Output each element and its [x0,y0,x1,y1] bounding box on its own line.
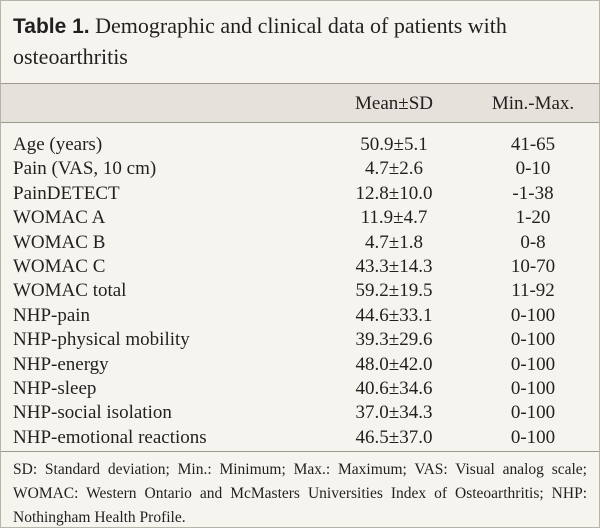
row-label: NHP-social isolation [13,402,172,424]
table-row: NHP-emotional reactions 46.5±37.0 0-100 [1,426,599,450]
row-label: WOMAC A [13,207,106,229]
mean-sd: 39.3±29.6 [355,329,433,351]
table-row: NHP-physical mobility 39.3±29.6 0-100 [1,328,599,352]
mean-sd: 59.2±19.5 [355,280,433,302]
row-label: NHP-pain [13,304,91,326]
table-row: WOMAC B 4.7±1.8 0-8 [1,231,599,255]
mean-sd: 12.8±10.0 [355,182,433,204]
mean-sd: 46.5±37.0 [355,426,433,448]
row-label: NHP-physical mobility [13,329,190,351]
footnote: SD: Standard deviation; Min.: Minimum; M… [13,461,587,526]
row-label: NHP-emotional reactions [13,426,207,448]
min-max: 0-8 [520,231,546,253]
min-max: 10-70 [510,255,556,277]
min-max: -1-38 [512,182,554,204]
table-row: NHP-pain 44.6±33.1 0-100 [1,304,599,328]
mean-sd: 40.6±34.6 [355,377,433,399]
table-row: Pain (VAS, 10 cm) 4.7±2.6 0-10 [1,157,599,181]
row-label: PainDETECT [13,182,120,204]
min-max: 0-100 [510,426,556,448]
row-label: WOMAC B [13,231,106,253]
table-body: Age (years) 50.9±5.1 41-65 Pain (VAS, 10 cm… [1,133,599,450]
min-max: 0-10 [515,158,551,180]
table-row: WOMAC total 59.2±19.5 11-92 [1,279,599,303]
table-row: NHP-sleep 40.6±34.6 0-100 [1,377,599,401]
row-label: NHP-sleep [13,377,97,399]
row-label: NHP-energy [13,353,109,375]
table-row: NHP-social isolation 37.0±34.3 0-100 [1,401,599,425]
min-max: 0-100 [510,304,556,326]
table-row: WOMAC A 11.9±4.7 1-20 [1,206,599,230]
column-header: Mean±SD [355,93,433,114]
table-row: NHP-energy 48.0±42.0 0-100 [1,353,599,377]
row-label: WOMAC C [13,255,106,277]
min-max: 0-100 [510,353,556,375]
table-number: Table 1. [13,15,90,38]
min-max: 0-100 [510,377,556,399]
table-row: Age (years) 50.9±5.1 41-65 [1,133,599,157]
row-label: Age (years) [13,134,103,155]
min-max: 41-65 [510,134,556,155]
column-header: Min.-Max. [491,93,575,114]
header-row: Mean±SD Min.-Max. [1,83,599,123]
min-max: 0-100 [510,402,556,424]
mean-sd: 48.0±42.0 [355,353,433,375]
min-max: 1-20 [515,207,551,229]
table-caption: Table 1. Demographic and clinical data o… [13,11,589,72]
table-row: PainDETECT 12.8±10.0 -1-38 [1,182,599,206]
mean-sd: 4.7±1.8 [365,231,423,253]
mean-sd: 44.6±33.1 [355,304,433,326]
mean-sd: 43.3±14.3 [355,255,433,277]
min-max: 11-92 [511,280,555,302]
row-label: Pain (VAS, 10 cm) [13,158,157,180]
table-title: Demographic and clinical data of patient… [13,13,507,69]
mean-sd: 50.9±5.1 [360,134,428,155]
row-label: WOMAC total [13,280,127,302]
table-footnote-area: SD: Standard deviation; Min.: Minimum; M… [1,451,599,530]
mean-sd: 4.7±2.6 [365,158,423,180]
table-row: WOMAC C 43.3±14.3 10-70 [1,255,599,279]
min-max: 0-100 [510,329,556,351]
mean-sd: 11.9±4.7 [360,207,428,229]
mean-sd: 37.0±34.3 [355,402,433,424]
